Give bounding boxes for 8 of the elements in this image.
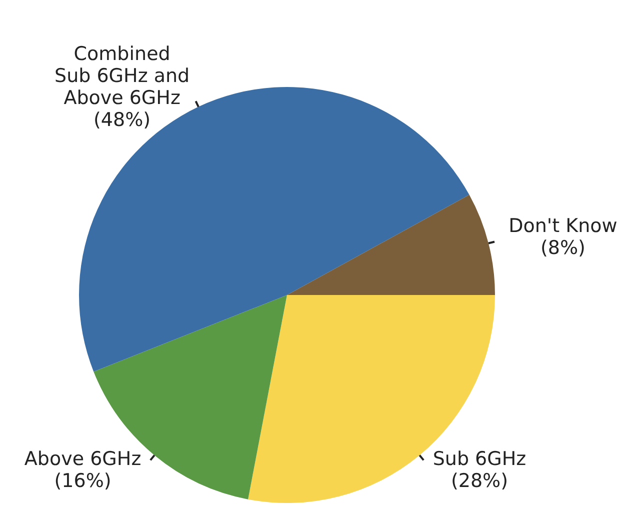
data-label: (16%) xyxy=(54,470,112,492)
data-label: (28%) xyxy=(450,470,508,492)
slice-label: Combined Sub 6GHz and Above 6GHz xyxy=(54,42,190,109)
data-label: (8%) xyxy=(540,237,586,260)
data-label: (48%) xyxy=(94,108,151,131)
slice-label: Don't Know xyxy=(508,215,618,238)
slice-label: Above 6GHz xyxy=(24,448,142,470)
slice-label: Sub 6GHz xyxy=(432,448,526,470)
